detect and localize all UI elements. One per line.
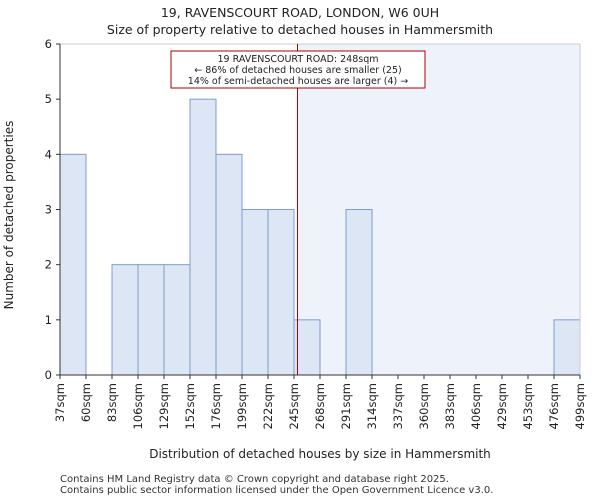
x-tick-label: 60sqm <box>79 383 93 422</box>
x-tick-label: 129sqm <box>157 383 171 429</box>
annotation-box <box>170 50 426 89</box>
bar <box>267 209 295 376</box>
x-tick-label: 152sqm <box>183 383 197 429</box>
x-tick-label: 83sqm <box>105 383 119 422</box>
x-tick-label: 476sqm <box>547 383 561 429</box>
bar <box>111 264 139 376</box>
bar <box>137 264 165 376</box>
x-tick-label: 176sqm <box>209 383 223 429</box>
footer-licence: Contains public sector information licen… <box>60 485 494 496</box>
bar <box>553 319 581 376</box>
plot-area: 0 1 2 3 4 5 6 37sqm 60sqm 83sqm 106sqm 129sqm 152sqm… <box>45 37 587 429</box>
x-tick-label: 268sqm <box>313 383 327 429</box>
bar <box>345 209 373 376</box>
y-tick-label: 5 <box>45 92 52 106</box>
x-tick-label: 383sqm <box>443 383 457 429</box>
y-tick-label: 4 <box>45 147 52 161</box>
x-tick-label: 222sqm <box>261 383 275 429</box>
y-tick-label: 1 <box>45 313 52 327</box>
x-tick-label: 429sqm <box>495 383 509 429</box>
bar <box>293 319 321 376</box>
x-axis-label: Distribution of detached houses by size … <box>149 447 491 461</box>
bar <box>59 153 87 376</box>
x-tick-label: 37sqm <box>53 383 67 422</box>
bar <box>241 209 269 376</box>
x-tick-label: 360sqm <box>417 383 431 429</box>
x-tick-label: 199sqm <box>235 383 249 429</box>
x-tick-label: 314sqm <box>365 383 379 429</box>
chart-subtitle: Size of property relative to detached ho… <box>107 22 493 37</box>
x-tick-label: 453sqm <box>521 383 535 429</box>
bar <box>215 153 243 376</box>
x-tick-label: 245sqm <box>287 383 301 429</box>
y-tick-label: 3 <box>45 203 52 217</box>
annotation-line: 14% of semi-detached houses are larger (… <box>188 76 408 87</box>
x-tick-label: 337sqm <box>391 383 405 429</box>
x-tick-label: 406sqm <box>469 383 483 429</box>
x-tick-label: 499sqm <box>573 383 587 429</box>
footer-copyright: Contains HM Land Registry data © Crown c… <box>60 474 449 485</box>
bar <box>189 98 217 376</box>
y-tick-label: 2 <box>45 258 52 272</box>
y-tick-label: 6 <box>45 37 52 51</box>
x-tick-label: 106sqm <box>131 383 145 429</box>
y-axis-label: Number of detached properties <box>2 121 16 310</box>
annotation-line: 19 RAVENSCOURT ROAD: 248sqm <box>218 54 379 65</box>
x-tick-label: 291sqm <box>339 383 353 429</box>
y-tick-label: 0 <box>45 368 52 382</box>
chart-title: 19, RAVENSCOURT ROAD, LONDON, W6 0UH <box>161 5 439 20</box>
bar <box>163 264 191 376</box>
annotation-line: ← 86% of detached houses are smaller (25… <box>194 65 401 76</box>
larger-region-shade <box>297 44 580 375</box>
